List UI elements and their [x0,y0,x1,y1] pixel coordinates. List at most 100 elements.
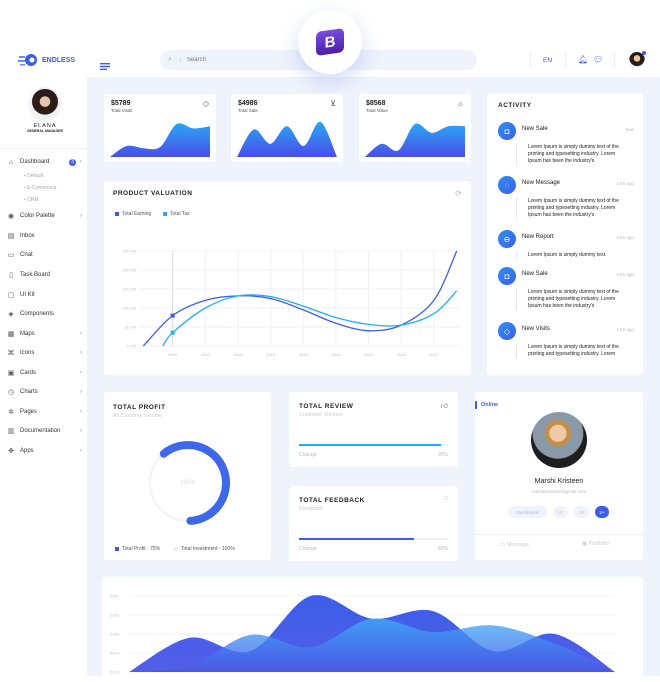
message-icon: ◌ [498,176,516,194]
profile-name: ELANA [33,123,57,129]
sparkline-area [237,121,337,157]
user-avatar[interactable] [629,52,645,68]
user-email: marshikristeen@gmail.com [531,489,587,494]
divider [565,52,566,68]
minus-circle-icon: ⊖ [498,230,516,248]
chevron-right-icon: › [80,448,82,454]
sun-icon[interactable]: ☼ [456,99,464,108]
message-icon[interactable]: ◌ [443,495,448,502]
stat-value: $4986 [238,100,258,107]
sidebar-item-icons[interactable]: ⌘ Icons › [7,348,83,358]
activity-title: New Visits [522,326,550,332]
sidebar-item-task-board[interactable]: ▯ Task Board [7,270,82,280]
inbox-icon: ▤ [7,233,15,240]
activity-title: New Message [522,180,561,186]
sparkline [365,123,465,157]
total-feedback-card: TOTAL FEEDBACK Feedback ◌ Change 85% [289,486,458,561]
chat-icon[interactable]: 💬︎ [593,55,604,64]
stat-label: Total Value [366,108,388,113]
user-photo[interactable] [531,412,587,468]
total-review-card: TOTAL REVIEW Customer Review 👍︎ Change 90% [289,392,458,467]
message-button[interactable]: ▭ Message [500,542,530,548]
sidebar-item-label: Apps [20,448,34,454]
logo-icon [18,54,37,66]
sidebar-item-label: Pages [20,409,38,415]
sidebar-item-components[interactable]: ◈ Components [7,309,82,319]
user-name: Marshi Kristeen [534,478,584,485]
y-tick-label: 50 CR [125,325,136,330]
brand-name: ENDLESS [42,56,76,64]
bootstrap-badge: B [298,10,362,74]
chevron-right-icon: › [80,159,82,165]
sidebar-subitem[interactable]: • E-Commerce [24,185,57,191]
sidebar-item-maps[interactable]: ▦ Maps › [7,329,82,339]
data-point-marker [170,313,175,318]
tag-more[interactable]: 2+ [595,506,609,518]
activity-description: Lorem Ipsum is simply dummy text of the … [516,144,626,165]
menu-icon[interactable] [100,57,110,75]
profile-avatar[interactable] [30,89,60,119]
x-tick-label: 2013 [299,352,309,357]
divider [475,534,643,535]
online-dot [642,51,646,55]
search-input[interactable] [179,57,380,63]
chevron-right-icon: › [80,350,82,356]
sidebar-item-label: Maps [20,331,35,337]
sidebar-item-cards[interactable]: ▣ Cards › [7,368,82,378]
x-tick-label: 2011 [234,352,243,357]
tag-ui[interactable]: UI [553,506,568,518]
card-title: TOTAL PROFIT [113,404,166,411]
chevron-right-icon: › [80,428,82,434]
sidebar-item-label: Components [20,311,55,317]
sidebar-item-label: UI Kit [20,292,35,298]
product-valuation-card: PRODUCT VALUATION ⟳ Total Earning Total … [104,181,471,375]
portfolio-button[interactable]: ▣ Portfolio [582,541,609,547]
cart-icon[interactable]: ⊻ [330,99,336,108]
change-value: 85% [437,546,448,552]
activity-time: 14m ago [616,235,634,240]
bell-icon[interactable]: 🔔︎ [578,55,589,64]
thumbs-up-icon[interactable]: 👍︎ [440,403,448,410]
sidebar-item-label: Documentation [20,428,61,434]
subitem-label: CRM [27,197,39,203]
legend-item: Total Tax [163,211,190,217]
tag-icon[interactable]: ◇ [202,99,209,108]
map-icon: ▦ [7,331,15,338]
x-tick-label: 2016 [397,352,407,357]
y-tick-label: 2013 [110,670,120,675]
profit-arc [159,441,230,525]
progress-bar [299,444,448,446]
change-value: 90% [437,452,448,458]
sidebar-subitem[interactable]: • Default [24,173,43,179]
activity-title: New Sale [522,271,548,277]
sidebar-item-inbox[interactable]: ▤ Inbox [7,231,82,241]
tag-dashboard[interactable]: Dashboard [508,506,547,518]
sparkline [110,123,210,157]
y-tick-label: 0 CR [127,344,136,349]
tag-xi[interactable]: XI [574,506,589,518]
x-tick-label: 2009 [168,352,178,357]
sidebar-subitem[interactable]: • CRM [24,197,39,203]
sidebar-item-charts[interactable]: ◷ Charts › [7,387,82,397]
brand-logo[interactable]: ENDLESS [18,53,75,67]
card-title: TOTAL REVIEW [299,403,354,410]
chevron-right-icon: › [80,389,82,395]
sidebar-item-ui-kit[interactable]: ▢ UI Kit [7,290,82,300]
language-selector[interactable]: EN [543,57,553,64]
y-tick-label: 2017 [110,593,120,598]
progress-bar [299,538,448,540]
y-tick-label: 200 CR [122,268,136,273]
sidebar-item-documentation[interactable]: ▥ Documentation › [7,426,82,436]
activity-description: Lorem Ipsum is simply dummy text of the … [516,198,626,219]
sidebar-item-chat[interactable]: ▭ Chat [7,250,82,260]
card-subtitle: Feedback [299,506,324,512]
sidebar-item-color-palette[interactable]: ◉ Color Palette › [7,211,82,221]
stat-card: $4986 Total Sale ⊻ [231,94,343,162]
sidebar-item-dashboard[interactable]: ⌂ Dashboard 3 › [7,157,82,167]
clock-icon: ◷ [7,389,15,396]
refresh-icon[interactable]: ⟳ [455,189,462,198]
progress-fill [299,538,414,540]
sidebar-item-apps[interactable]: ✥ Apps › [7,446,82,456]
palette-icon: ◉ [7,213,15,220]
sidebar-item-pages[interactable]: ✲ Pages › [7,407,82,417]
